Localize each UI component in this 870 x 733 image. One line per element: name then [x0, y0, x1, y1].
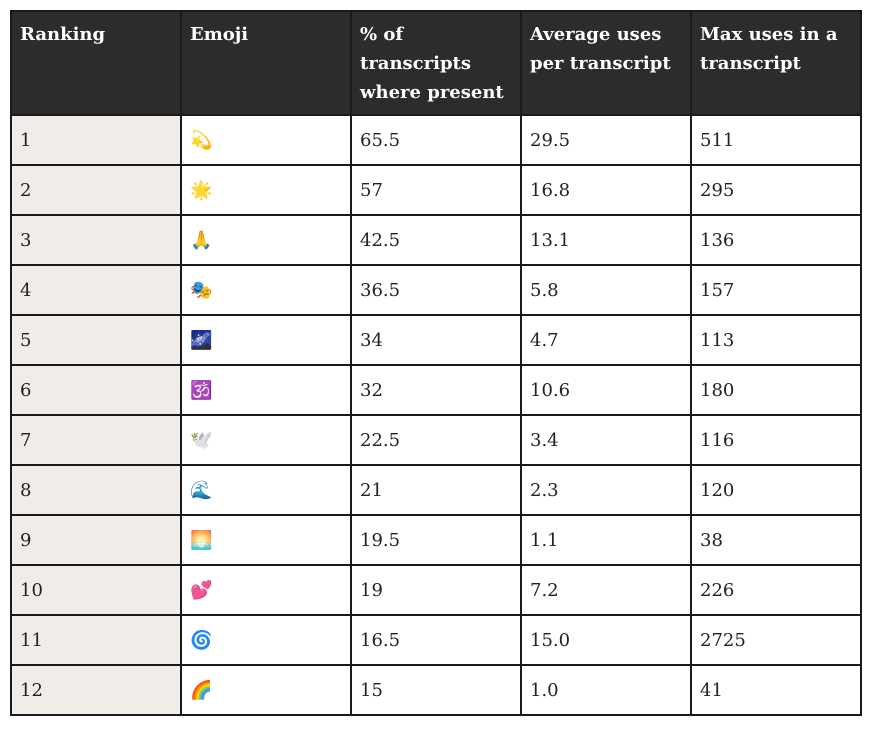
max-cell: 116 — [690, 414, 862, 466]
average-cell: 4.7 — [520, 314, 692, 366]
table-row: 4 🎭 36.5 5.8 157 — [10, 264, 862, 316]
table-row: 7 🕊️ 22.5 3.4 116 — [10, 414, 862, 466]
rank-cell: 6 — [10, 364, 182, 416]
percent-cell: 15 — [350, 664, 522, 716]
table-row: 6 🕉️ 32 10.6 180 — [10, 364, 862, 416]
max-cell: 120 — [690, 464, 862, 516]
header-ranking: Ranking — [10, 10, 182, 116]
percent-cell: 19.5 — [350, 514, 522, 566]
water-wave-icon: 🌊 — [180, 464, 352, 516]
rank-cell: 10 — [10, 564, 182, 616]
percent-cell: 21 — [350, 464, 522, 516]
emoji-usage-table: Ranking Emoji % of transcripts where pre… — [10, 10, 862, 716]
average-cell: 29.5 — [520, 114, 692, 166]
dove-icon: 🕊️ — [180, 414, 352, 466]
om-icon: 🕉️ — [180, 364, 352, 416]
header-percent-present: % of transcripts where present — [350, 10, 522, 116]
header-emoji: Emoji — [180, 10, 352, 116]
rank-cell: 1 — [10, 114, 182, 166]
average-cell: 1.1 — [520, 514, 692, 566]
average-cell: 2.3 — [520, 464, 692, 516]
max-cell: 41 — [690, 664, 862, 716]
rank-cell: 5 — [10, 314, 182, 366]
max-cell: 226 — [690, 564, 862, 616]
percent-cell: 22.5 — [350, 414, 522, 466]
average-cell: 7.2 — [520, 564, 692, 616]
folded-hands-icon: 🙏 — [180, 214, 352, 266]
sunrise-icon: 🌅 — [180, 514, 352, 566]
milky-way-icon: 🌌 — [180, 314, 352, 366]
two-hearts-icon: 💕 — [180, 564, 352, 616]
average-cell: 5.8 — [520, 264, 692, 316]
table-row: 10 💕 19 7.2 226 — [10, 564, 862, 616]
max-cell: 511 — [690, 114, 862, 166]
percent-cell: 65.5 — [350, 114, 522, 166]
average-cell: 10.6 — [520, 364, 692, 416]
table-row: 11 🌀 16.5 15.0 2725 — [10, 614, 862, 666]
cyclone-icon: 🌀 — [180, 614, 352, 666]
table-row: 2 🌟 57 16.8 295 — [10, 164, 862, 216]
percent-cell: 19 — [350, 564, 522, 616]
average-cell: 15.0 — [520, 614, 692, 666]
max-cell: 180 — [690, 364, 862, 416]
percent-cell: 42.5 — [350, 214, 522, 266]
average-cell: 16.8 — [520, 164, 692, 216]
average-cell: 13.1 — [520, 214, 692, 266]
percent-cell: 32 — [350, 364, 522, 416]
average-cell: 1.0 — [520, 664, 692, 716]
table-row: 9 🌅 19.5 1.1 38 — [10, 514, 862, 566]
table-row: 1 💫 65.5 29.5 511 — [10, 114, 862, 166]
max-cell: 136 — [690, 214, 862, 266]
rank-cell: 11 — [10, 614, 182, 666]
header-row: Ranking Emoji % of transcripts where pre… — [10, 10, 862, 116]
percent-cell: 57 — [350, 164, 522, 216]
performing-arts-icon: 🎭 — [180, 264, 352, 316]
max-cell: 157 — [690, 264, 862, 316]
max-cell: 113 — [690, 314, 862, 366]
rainbow-icon: 🌈 — [180, 664, 352, 716]
header-average-uses: Average uses per transcript — [520, 10, 692, 116]
percent-cell: 36.5 — [350, 264, 522, 316]
max-cell: 38 — [690, 514, 862, 566]
rank-cell: 3 — [10, 214, 182, 266]
rank-cell: 7 — [10, 414, 182, 466]
rank-cell: 2 — [10, 164, 182, 216]
dizzy-icon: 💫 — [180, 114, 352, 166]
table-row: 12 🌈 15 1.0 41 — [10, 664, 862, 716]
table-row: 8 🌊 21 2.3 120 — [10, 464, 862, 516]
table-row: 3 🙏 42.5 13.1 136 — [10, 214, 862, 266]
max-cell: 2725 — [690, 614, 862, 666]
rank-cell: 9 — [10, 514, 182, 566]
table-row: 5 🌌 34 4.7 113 — [10, 314, 862, 366]
rank-cell: 4 — [10, 264, 182, 316]
average-cell: 3.4 — [520, 414, 692, 466]
percent-cell: 34 — [350, 314, 522, 366]
glowing-star-icon: 🌟 — [180, 164, 352, 216]
max-cell: 295 — [690, 164, 862, 216]
rank-cell: 12 — [10, 664, 182, 716]
percent-cell: 16.5 — [350, 614, 522, 666]
rank-cell: 8 — [10, 464, 182, 516]
header-max-uses: Max uses in a transcript — [690, 10, 862, 116]
